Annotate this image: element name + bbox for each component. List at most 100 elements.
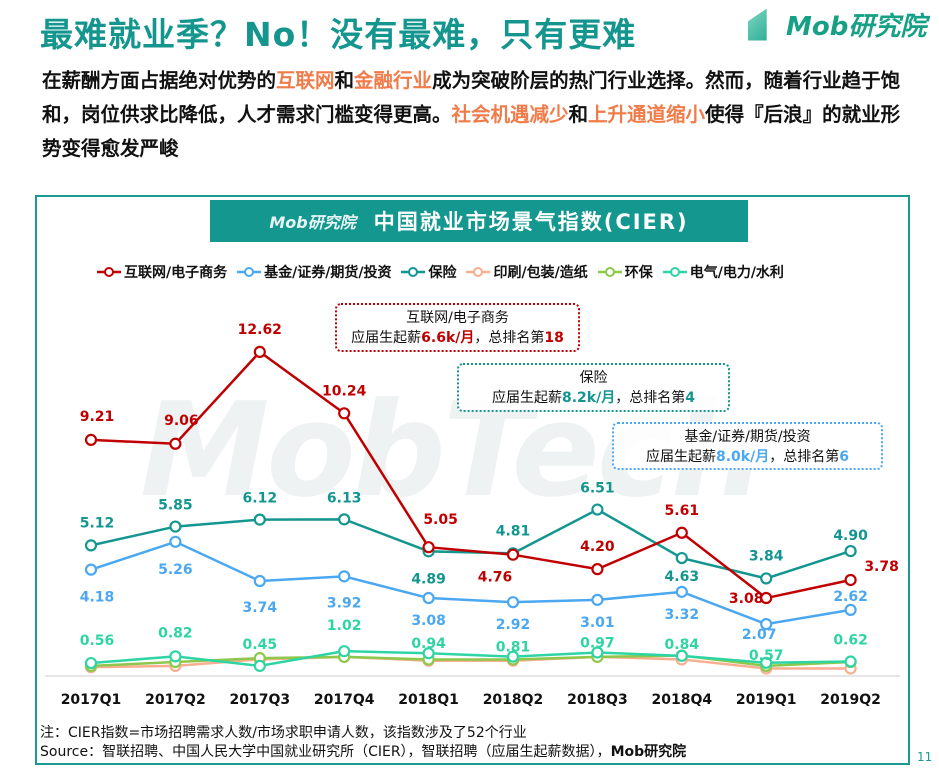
legend-item: 保险 xyxy=(401,262,456,282)
data-label: 5.61 xyxy=(665,503,700,519)
rank-label: ，总排名第 xyxy=(769,449,840,465)
annotation-internet: 互联网/电子商务应届生起薪6.6k/月，总排名第18 xyxy=(335,303,580,352)
salary-label: 应届生起薪 xyxy=(646,449,716,465)
legend-marker-icon xyxy=(97,267,121,277)
data-label: 4.90 xyxy=(833,528,868,544)
data-label: 1.02 xyxy=(327,618,362,634)
data-label: 0.56 xyxy=(80,633,115,649)
data-point xyxy=(84,656,98,670)
intro-part: 和 xyxy=(568,103,589,126)
legend-label: 电气/电力/水利 xyxy=(689,265,784,281)
data-point xyxy=(760,617,773,631)
source-text: Source：智联招聘、中国人民大学中国就业研究所（CIER），智联招聘（应届生… xyxy=(40,743,910,762)
rank-value: 4 xyxy=(685,390,695,406)
data-label: 4.76 xyxy=(478,570,513,586)
legend-item: 互联网/电子商务 xyxy=(97,262,227,282)
page-title: 最难就业季？No！没有最难，只有更难 xyxy=(40,15,637,54)
data-label: 3.92 xyxy=(327,595,362,611)
x-tick-label: 2018Q2 xyxy=(483,692,544,708)
data-label: 0.81 xyxy=(496,640,531,656)
x-tick-label: 2019Q2 xyxy=(820,692,881,708)
data-point xyxy=(84,539,98,552)
mob-logo: Mob研究院 xyxy=(748,6,926,43)
legend-label: 印刷/包装/造纸 xyxy=(493,265,588,281)
data-point xyxy=(169,535,182,548)
data-label: 5.12 xyxy=(80,515,115,531)
data-label: 3.78 xyxy=(864,559,899,575)
data-label: 3.08 xyxy=(411,613,446,629)
data-point xyxy=(169,437,182,450)
legend-item: 环保 xyxy=(597,262,653,282)
data-label: 3.32 xyxy=(665,607,700,623)
highlight-finance: 金融行业 xyxy=(354,69,433,92)
data-label: 5.26 xyxy=(158,562,193,578)
data-point xyxy=(338,513,351,526)
data-point xyxy=(844,573,857,587)
chart-title-banner: Mob研究院 中国就业市场景气指数(CIER) xyxy=(210,200,748,242)
source-list: Source：智联招聘、中国人民大学中国就业研究所（CIER），智联招聘（应届生… xyxy=(40,744,611,760)
series-line xyxy=(90,540,851,626)
data-label: 3.74 xyxy=(243,600,278,616)
data-label: 2.92 xyxy=(496,617,531,633)
data-label: 4.81 xyxy=(496,523,531,539)
highlight-channel: 上升通道缩小 xyxy=(588,103,706,126)
data-point xyxy=(844,655,857,668)
legend-item: 印刷/包装/造纸 xyxy=(466,262,588,282)
data-point xyxy=(591,593,604,606)
data-point xyxy=(338,645,351,658)
data-point xyxy=(253,513,266,526)
data-point xyxy=(760,572,773,585)
data-point xyxy=(422,591,435,605)
annotation-title: 保险 xyxy=(579,370,608,386)
data-label: 2.62 xyxy=(833,589,868,605)
data-label: 10.24 xyxy=(322,383,367,399)
x-tick-label: 2018Q3 xyxy=(567,692,628,708)
data-label: 0.84 xyxy=(665,637,700,653)
legend-marker-icon xyxy=(662,267,687,277)
x-tick-label: 2017Q2 xyxy=(145,692,206,708)
annotation-title: 基金/证券/期货/投资 xyxy=(684,429,811,445)
data-point xyxy=(760,656,773,669)
annotation-insurance: 保险 应届生起薪8.2k/月，总排名第4 xyxy=(457,363,730,412)
intro-part: 使得『后浪』的就业形势变得愈发严峻 xyxy=(42,103,901,160)
data-point xyxy=(169,520,182,533)
data-point xyxy=(84,563,98,576)
series-line xyxy=(90,508,851,580)
data-label: 4.89 xyxy=(411,571,446,587)
data-point xyxy=(844,544,857,558)
legend-label: 保险 xyxy=(428,265,457,281)
data-label: 3.01 xyxy=(580,615,615,631)
data-point xyxy=(169,650,182,663)
annotation-detail: 应届生起薪6.6k/月，总排名第18 xyxy=(337,328,578,348)
data-label: 0.97 xyxy=(580,635,615,651)
source-mob: Mob研究院 xyxy=(610,744,687,760)
data-label: 4.18 xyxy=(80,590,115,606)
data-point xyxy=(591,503,604,516)
note-text: 注：CIER指数=市场招聘需求人数/市场求职申请人数，该指数涉及了52个行业 xyxy=(40,725,527,741)
data-label: 0.45 xyxy=(243,637,278,653)
data-label: 2.07 xyxy=(742,627,777,643)
legend-marker-icon xyxy=(401,267,426,277)
x-tick-label: 2017Q1 xyxy=(61,692,122,708)
data-point xyxy=(675,649,688,662)
data-point xyxy=(591,646,604,659)
data-point xyxy=(506,650,520,663)
x-tick-label: 2017Q4 xyxy=(314,692,375,708)
data-label: 9.06 xyxy=(164,413,199,429)
legend-label: 环保 xyxy=(624,265,653,281)
legend-label: 基金/证券/期货/投资 xyxy=(264,265,392,281)
x-tick-label: 2017Q3 xyxy=(229,692,290,708)
legend-marker-icon xyxy=(237,267,262,277)
data-label: 0.82 xyxy=(158,625,193,641)
data-label: 12.62 xyxy=(238,322,282,338)
rank-label: ，总排名第 xyxy=(474,330,545,346)
data-point xyxy=(84,433,98,446)
data-point xyxy=(506,596,520,609)
annotation-title: 互联网/电子商务 xyxy=(406,310,509,326)
intro-part: 在薪酬方面占据绝对优势的 xyxy=(42,69,277,92)
data-point xyxy=(338,407,351,420)
data-point xyxy=(675,551,688,565)
salary-value: 8.0k/月 xyxy=(716,449,770,465)
highlight-internet: 互联网 xyxy=(276,69,335,92)
